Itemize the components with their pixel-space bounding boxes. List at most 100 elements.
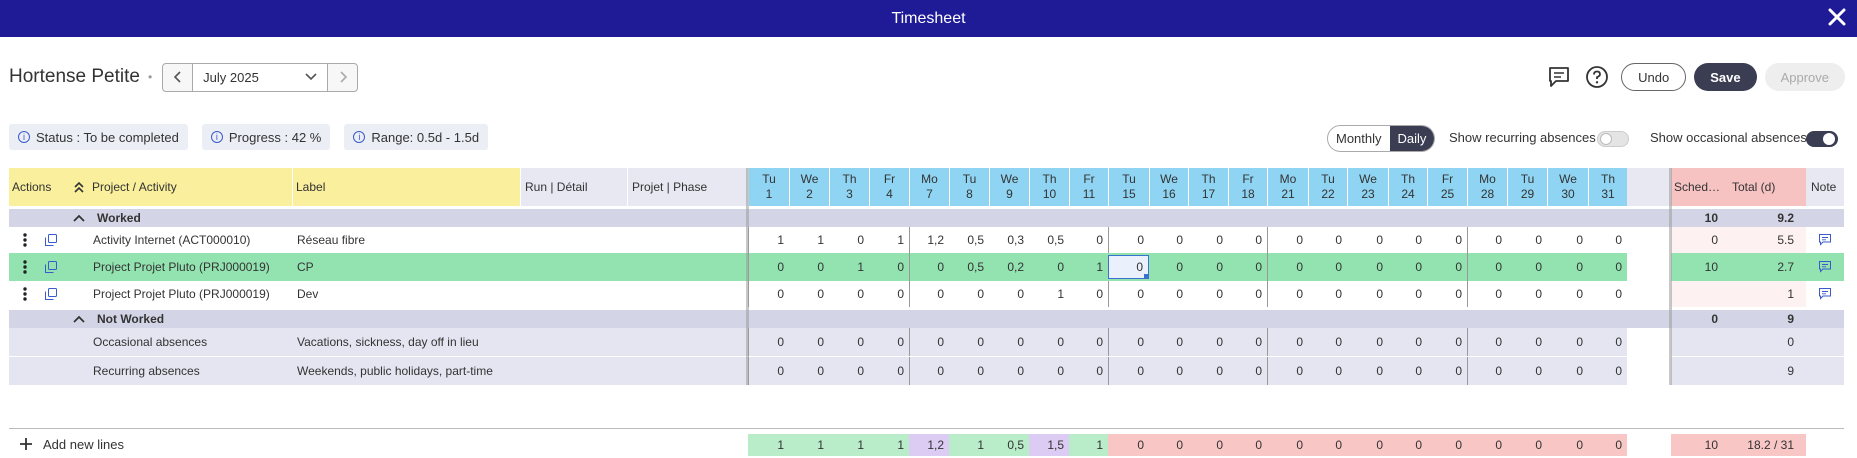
- day-value-cell[interactable]: 0: [1108, 281, 1149, 307]
- day-value-cell[interactable]: 0: [1267, 281, 1308, 307]
- day-value-cell[interactable]: 0: [1096, 233, 1103, 247]
- day-value-cell[interactable]: 0: [817, 260, 824, 274]
- day-value-cell[interactable]: 1: [748, 227, 789, 253]
- duplicate-row-button[interactable]: [43, 227, 59, 253]
- day-value-cell[interactable]: 0: [1376, 233, 1383, 247]
- day-value-cell[interactable]: 0: [1216, 287, 1223, 301]
- day-value-cell[interactable]: 0: [1535, 287, 1542, 301]
- day-value-cell[interactable]: 0: [1467, 253, 1507, 281]
- duplicate-row-button[interactable]: [43, 281, 59, 307]
- collapse-group-button[interactable]: [69, 310, 89, 328]
- help-button[interactable]: [1583, 63, 1611, 91]
- day-value-cell[interactable]: 0: [1576, 260, 1583, 274]
- monthly-view-button[interactable]: Monthly: [1336, 131, 1382, 146]
- daily-view-button[interactable]: Daily: [1389, 126, 1435, 151]
- day-value-cell[interactable]: 0: [1335, 287, 1342, 301]
- day-value-cell[interactable]: 0: [1376, 260, 1383, 274]
- day-value-cell[interactable]: 0: [1335, 260, 1342, 274]
- day-value-cell[interactable]: 0: [977, 287, 984, 301]
- day-value-cell[interactable]: 0: [1576, 287, 1583, 301]
- row-note-button[interactable]: [1806, 227, 1844, 253]
- next-month-button[interactable]: [327, 62, 359, 92]
- day-value-cell[interactable]: 0: [857, 287, 864, 301]
- day-value-cell[interactable]: 0: [1455, 233, 1462, 247]
- day-value-cell[interactable]: 0: [1255, 233, 1262, 247]
- group-scheduled: 0: [1711, 312, 1718, 326]
- day-value-cell[interactable]: 0: [1615, 233, 1622, 247]
- day-value-cell[interactable]: 0: [857, 233, 864, 247]
- day-value-cell[interactable]: 1: [857, 260, 864, 274]
- day-value-cell[interactable]: 0: [1216, 233, 1223, 247]
- day-value-cell[interactable]: 0,2: [1007, 260, 1024, 274]
- comment-icon: [1549, 67, 1570, 87]
- day-value-cell[interactable]: 0: [748, 253, 789, 281]
- day-value-cell[interactable]: 0: [1255, 260, 1262, 274]
- day-value-cell[interactable]: 0: [1096, 287, 1103, 301]
- day-value-cell[interactable]: 1: [817, 233, 824, 247]
- comment-icon: [1819, 234, 1831, 246]
- day-value-cell[interactable]: 0: [1455, 287, 1462, 301]
- recurring-absences-toggle[interactable]: [1597, 131, 1629, 147]
- day-value-cell[interactable]: 1: [1057, 287, 1064, 301]
- comments-button[interactable]: [1545, 63, 1573, 91]
- add-new-lines-button[interactable]: Add new lines: [9, 432, 169, 456]
- day-value-cell[interactable]: 0: [1415, 260, 1422, 274]
- day-value-cell[interactable]: 0: [1335, 233, 1342, 247]
- collapse-group-button[interactable]: [69, 209, 89, 227]
- day-value-cell[interactable]: 0: [1376, 287, 1383, 301]
- approve-button[interactable]: Approve: [1764, 63, 1845, 91]
- day-value-cell[interactable]: 0: [1467, 281, 1507, 307]
- month-select[interactable]: July 2025: [193, 62, 328, 92]
- day-value-cell[interactable]: 0: [1535, 233, 1542, 247]
- day-value-cell[interactable]: 0: [897, 287, 904, 301]
- day-value-cell[interactable]: 0: [1255, 287, 1262, 301]
- duplicate-row-button[interactable]: [43, 253, 59, 281]
- day-value-cell[interactable]: 0: [1108, 227, 1149, 253]
- occasional-absences-toggle[interactable]: [1806, 131, 1838, 147]
- close-icon[interactable]: [1823, 3, 1851, 31]
- day-value-cell[interactable]: 0,5: [967, 260, 984, 274]
- day-value-cell[interactable]: 0: [817, 287, 824, 301]
- row-note-button[interactable]: [1806, 253, 1844, 281]
- day-value-cell[interactable]: 0,3: [1007, 233, 1024, 247]
- day-value-cell[interactable]: 0,5: [967, 233, 984, 247]
- day-number: 15: [1122, 187, 1136, 201]
- day-value-cell[interactable]: 0: [1057, 260, 1064, 274]
- row-menu-button[interactable]: [17, 281, 33, 307]
- day-value-cell[interactable]: 0: [1017, 287, 1024, 301]
- collapse-all-button[interactable]: [69, 168, 89, 206]
- row-note-button[interactable]: [1806, 281, 1844, 307]
- day-value-cell[interactable]: 1: [1096, 260, 1103, 274]
- day-value-cell: 0: [1017, 335, 1024, 349]
- day-value-cell[interactable]: 0: [1108, 255, 1149, 279]
- day-value-cell[interactable]: 0: [1615, 260, 1622, 274]
- day-value-cell[interactable]: 0: [1415, 233, 1422, 247]
- day-value-cell[interactable]: 1,2: [909, 227, 949, 253]
- day-value-cell[interactable]: 0: [1176, 260, 1183, 274]
- day-value-cell: 0: [909, 328, 949, 356]
- fill-handle[interactable]: [1144, 274, 1148, 278]
- copy-icon: [45, 288, 57, 300]
- day-value-cell[interactable]: 0: [1576, 233, 1583, 247]
- day-value-cell[interactable]: 0: [909, 281, 949, 307]
- day-value-cell[interactable]: 0: [1415, 287, 1422, 301]
- previous-month-button[interactable]: [162, 62, 194, 92]
- save-button[interactable]: Save: [1694, 63, 1757, 91]
- day-value-cell[interactable]: 0: [1535, 260, 1542, 274]
- day-value-cell[interactable]: 0,5: [1047, 233, 1064, 247]
- day-value-cell[interactable]: 0: [1176, 287, 1183, 301]
- day-value-cell[interactable]: 0: [1467, 227, 1507, 253]
- undo-button[interactable]: Undo: [1621, 63, 1687, 91]
- day-value-cell[interactable]: 1: [897, 233, 904, 247]
- day-value-cell[interactable]: 0: [1615, 287, 1622, 301]
- row-menu-button[interactable]: [17, 253, 33, 281]
- row-menu-button[interactable]: [17, 227, 33, 253]
- day-value-cell[interactable]: 0: [897, 260, 904, 274]
- day-value-cell[interactable]: 0: [1267, 227, 1308, 253]
- day-value-cell[interactable]: 0: [909, 253, 949, 281]
- day-value-cell[interactable]: 0: [1267, 253, 1308, 281]
- day-value-cell[interactable]: 0: [1176, 233, 1183, 247]
- day-value-cell[interactable]: 0: [1455, 260, 1462, 274]
- day-value-cell[interactable]: 0: [1216, 260, 1223, 274]
- day-value-cell[interactable]: 0: [748, 281, 789, 307]
